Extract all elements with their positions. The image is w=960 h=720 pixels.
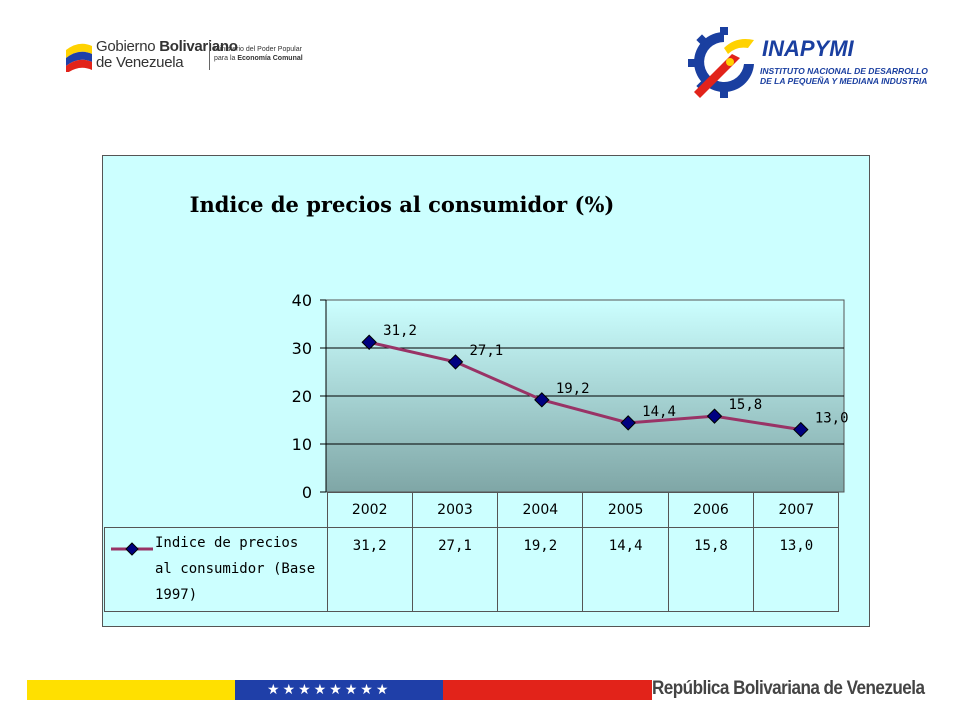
value-cell: 31,2 xyxy=(326,526,413,612)
gov-logo-line2: de Venezuela xyxy=(96,54,184,71)
gobierno-bolivariano-logo: Gobierno Bolivariano de Venezuela Minist… xyxy=(64,34,304,76)
gov-logo-line1: Gobierno Bolivariano xyxy=(96,38,238,55)
legend-key-icon xyxy=(111,541,153,556)
value-cell: 15,8 xyxy=(667,526,755,612)
venezuela-flag-icon xyxy=(66,43,92,72)
table-header-row: 2002 2003 2004 2005 2006 2007 xyxy=(105,492,840,528)
stars-icon: ★★★★★★★★ xyxy=(267,681,392,697)
ministry-line1: Ministerio del Poder Popular xyxy=(214,46,302,53)
data-label: 19,2 xyxy=(556,381,590,397)
legend-label: Indice de precios al consumidor (Base 19… xyxy=(155,534,316,603)
ministry-line2: para la Economía Comunal xyxy=(214,55,303,62)
y-tick-label: 10 xyxy=(292,435,312,454)
inapymi-name: INAPYMI xyxy=(762,36,854,61)
y-tick-label: 20 xyxy=(292,387,312,406)
data-label: 15,8 xyxy=(729,397,763,413)
inapymi-subtitle-1: INSTITUTO NACIONAL DE DESARROLLO xyxy=(760,66,928,76)
data-point-marker xyxy=(620,415,636,431)
inapymi-subtitle-2: DE LA PEQUEÑA Y MEDIANA INDUSTRIA xyxy=(760,76,928,86)
gov-logo-divider xyxy=(209,42,210,70)
category-cell: 2004 xyxy=(497,492,584,528)
category-cell: 2005 xyxy=(582,492,669,528)
footer-flag-band: ★★★★★★★★ xyxy=(27,680,652,700)
value-cell: 14,4 xyxy=(582,526,669,612)
data-label: 31,2 xyxy=(383,323,417,339)
band-yellow xyxy=(27,680,235,700)
band-red xyxy=(443,680,652,700)
y-tick-label: 0 xyxy=(302,483,312,502)
gear-icon xyxy=(688,27,754,98)
inapymi-logo: INAPYMI INSTITUTO NACIONAL DE DESARROLLO… xyxy=(684,26,928,100)
category-cell: 2003 xyxy=(411,492,499,528)
data-point-marker xyxy=(361,334,377,350)
category-cell: 2006 xyxy=(667,492,755,528)
data-point-marker xyxy=(706,408,723,424)
value-cell: 13,0 xyxy=(753,526,840,612)
value-cell: 27,1 xyxy=(411,526,499,612)
chart-title: Indice de precios al consumidor (%) xyxy=(189,192,615,217)
data-label: 13,0 xyxy=(815,411,849,427)
footer-text: República Bolivariana de Venezuela xyxy=(652,678,925,699)
category-cell: 2007 xyxy=(753,492,840,528)
value-cell: 19,2 xyxy=(497,526,584,612)
data-label: 14,4 xyxy=(642,404,676,420)
data-label: 27,1 xyxy=(470,343,504,359)
data-point-marker xyxy=(793,421,809,438)
band-blue xyxy=(235,680,443,700)
data-point-marker xyxy=(447,354,464,370)
y-tick-label: 30 xyxy=(292,339,312,358)
series-line xyxy=(368,340,802,432)
data-point-marker xyxy=(534,392,550,408)
table-row: Indice de precios al consumidor (Base 19… xyxy=(104,526,840,612)
data-table: 2002 2003 2004 2005 2006 2007 Indice de precio… xyxy=(104,492,840,612)
legend-cell: Indice de precios al consumidor (Base 19… xyxy=(104,526,328,612)
table-corner xyxy=(105,493,328,528)
category-cell: 2002 xyxy=(326,492,413,528)
y-tick-label: 40 xyxy=(292,291,312,310)
